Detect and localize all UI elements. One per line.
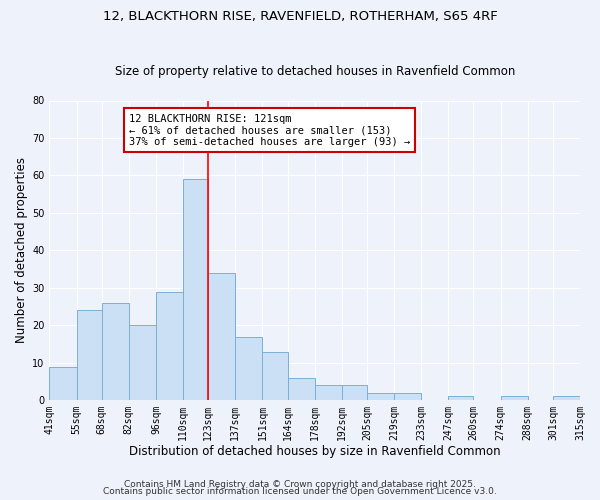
Bar <box>394 392 421 400</box>
Bar <box>77 310 101 400</box>
Bar <box>49 366 77 400</box>
Y-axis label: Number of detached properties: Number of detached properties <box>15 158 28 344</box>
Bar <box>553 396 580 400</box>
Bar <box>342 385 367 400</box>
Text: 12 BLACKTHORN RISE: 121sqm
← 61% of detached houses are smaller (153)
37% of sem: 12 BLACKTHORN RISE: 121sqm ← 61% of deta… <box>129 114 410 147</box>
Bar <box>183 179 208 400</box>
Text: Contains public sector information licensed under the Open Government Licence v3: Contains public sector information licen… <box>103 487 497 496</box>
Bar <box>101 303 129 400</box>
Text: 12, BLACKTHORN RISE, RAVENFIELD, ROTHERHAM, S65 4RF: 12, BLACKTHORN RISE, RAVENFIELD, ROTHERH… <box>103 10 497 23</box>
Bar <box>262 352 287 400</box>
Bar <box>156 292 183 400</box>
Bar <box>500 396 528 400</box>
Text: Contains HM Land Registry data © Crown copyright and database right 2025.: Contains HM Land Registry data © Crown c… <box>124 480 476 489</box>
X-axis label: Distribution of detached houses by size in Ravenfield Common: Distribution of detached houses by size … <box>129 444 500 458</box>
Bar <box>287 378 315 400</box>
Bar <box>235 336 262 400</box>
Bar <box>315 385 342 400</box>
Bar <box>448 396 473 400</box>
Bar <box>208 273 235 400</box>
Bar <box>367 392 394 400</box>
Bar <box>129 326 156 400</box>
Title: Size of property relative to detached houses in Ravenfield Common: Size of property relative to detached ho… <box>115 66 515 78</box>
